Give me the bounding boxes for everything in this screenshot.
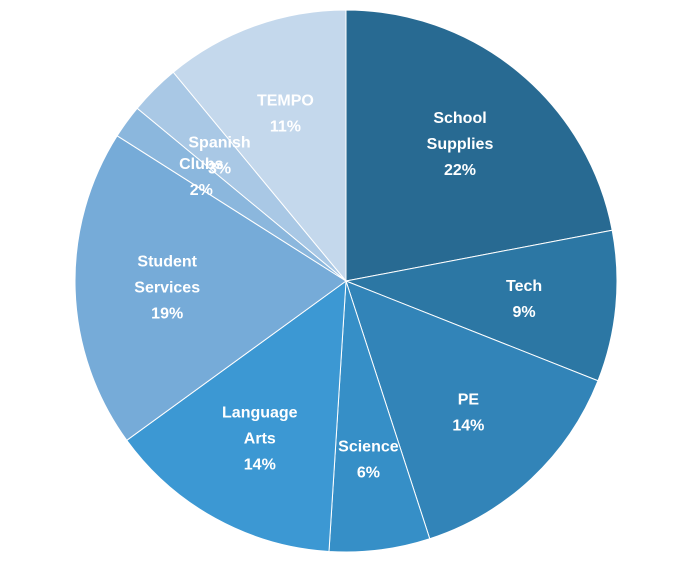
pie-slices: [74, 9, 618, 553]
slice-label-6: Clubs 2%: [179, 156, 224, 199]
slice-name: Spanish: [188, 135, 250, 152]
pie-labels: School Supplies 22% Tech 9% PE 14% Science 6% Lan…: [134, 93, 542, 482]
slice-label-1: Tech 9%: [506, 278, 542, 321]
slice-percent: 2%: [190, 182, 213, 199]
slice-name: Student: [137, 254, 197, 271]
slice-name: Services: [134, 280, 200, 297]
slice-name: Arts: [244, 431, 276, 448]
slice-name: TEMPO: [257, 93, 314, 110]
slice-name: Tech: [506, 278, 542, 295]
pie-slice-8: [172, 9, 347, 283]
slice-name: Supplies: [427, 136, 494, 153]
slice-percent: 11%: [270, 119, 301, 136]
slice-label-7: Spanish 3%: [188, 135, 250, 178]
pie-slice-4: [126, 279, 347, 553]
slice-label-0: School Supplies 22%: [427, 110, 494, 179]
slice-percent: 19%: [151, 306, 183, 323]
slice-label-5: Student Services 19%: [134, 254, 200, 323]
slice-percent: 3%: [208, 161, 231, 178]
slice-label-2: PE 14%: [452, 391, 484, 434]
slice-percent: 14%: [452, 417, 484, 434]
slice-label-8: TEMPO 11%: [257, 93, 314, 136]
slice-label-4: Language Arts 14%: [222, 405, 298, 474]
slice-percent: 14%: [244, 457, 276, 474]
slice-percent: 6%: [357, 464, 380, 481]
slice-name: School: [433, 110, 486, 127]
slice-name: Clubs: [179, 156, 224, 173]
pie-slice-5: [74, 135, 347, 441]
slice-percent: 9%: [513, 304, 536, 321]
slice-label-3: Science 6%: [338, 438, 399, 481]
slice-name: PE: [458, 391, 480, 408]
slice-percent: 22%: [444, 162, 476, 179]
pie-slice-0: [345, 9, 613, 282]
pie-slice-1: [344, 229, 618, 382]
slice-name: Language: [222, 405, 298, 422]
slice-name: Science: [338, 438, 399, 455]
